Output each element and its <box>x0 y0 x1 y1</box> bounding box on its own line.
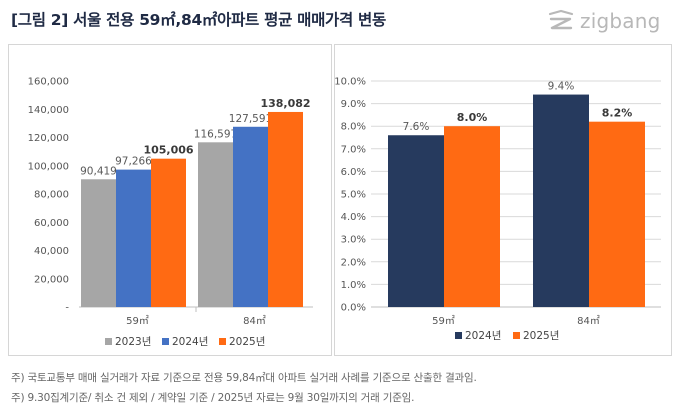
price-chart-panel: - 20,000 40,000 60,000 80,000 100,000 120,000 1… <box>8 44 332 356</box>
bar-59㎡-2023년 <box>81 179 116 307</box>
y-tick-label: 80,000 <box>34 190 69 201</box>
x-category-label: 84㎡ <box>577 315 600 327</box>
bar-84㎡-2023년 <box>198 142 233 307</box>
change-rate-chart: 0.0% 1.0% 2.0% 3.0% 4.0% 5.0% 6.0% 7.0% 8.0% 9.0%… <box>335 77 661 342</box>
y-tick-label: 1.0% <box>341 280 366 291</box>
footnote-criteria: 주) 9.30집계기준/ 취소 건 제외 / 계약일 기준 / 2025년 자료… <box>11 392 415 404</box>
x-category-label: 59㎡ <box>432 315 455 327</box>
y-tick-label: 4.0% <box>341 212 366 223</box>
bar-84㎡-2024년 <box>533 94 589 307</box>
price-chart: - 20,000 40,000 60,000 80,000 100,000 120,000 1… <box>28 77 313 348</box>
footnote-source: 주) 국토교통부 매매 실거래가 자료 기준으로 전용 59,84㎡대 아파트 … <box>11 372 477 384</box>
y-tick-label: 20,000 <box>34 274 69 285</box>
legend-swatch <box>105 338 112 345</box>
legend-label: 2023년 <box>115 336 151 348</box>
brand-name: zigbang <box>580 9 661 33</box>
data-label: 9.4% <box>548 81 575 93</box>
zigbang-logo-icon <box>548 9 574 30</box>
y-tick-label: 140,000 <box>28 105 69 116</box>
y-tick-label: 7.0% <box>341 144 366 155</box>
y-tick-label: 9.0% <box>341 99 366 110</box>
data-label: 8.0% <box>457 111 488 124</box>
legend-swatch <box>219 338 226 345</box>
legend-swatch <box>455 332 462 339</box>
legend-swatch <box>513 332 520 339</box>
y-tick-label: 6.0% <box>341 167 366 178</box>
bar-59㎡-2025년 <box>151 158 186 307</box>
data-label: 8.2% <box>602 107 633 120</box>
y-tick-label: 2.0% <box>341 257 366 268</box>
data-label: 97,266 <box>115 156 152 168</box>
brand-logo: zigbang <box>546 8 660 34</box>
bar-84㎡-2025년 <box>268 111 303 308</box>
y-tick-label: 5.0% <box>341 190 366 201</box>
legend-label: 2024년 <box>172 336 208 348</box>
legend-label: 2024년 <box>465 330 501 342</box>
y-tick-label: 10.0% <box>335 77 366 88</box>
data-label: 127,591 <box>229 113 272 125</box>
x-category-label: 84㎡ <box>243 315 266 327</box>
data-label: 138,082 <box>260 97 310 110</box>
y-tick-label: 120,000 <box>28 133 69 144</box>
data-label: 105,006 <box>143 144 193 157</box>
bar-84㎡-2024년 <box>233 126 268 307</box>
data-label: 90,419 <box>80 165 117 177</box>
y-tick-label: 0.0% <box>341 303 366 314</box>
bar-59㎡-2024년 <box>116 169 151 307</box>
y-tick-label: 60,000 <box>34 218 69 229</box>
y-tick-label: 40,000 <box>34 246 69 257</box>
change-rate-chart-panel: 0.0% 1.0% 2.0% 3.0% 4.0% 5.0% 6.0% 7.0% 8.0% 9.0%… <box>334 44 672 356</box>
data-label: 116,597 <box>194 128 237 140</box>
y-tick-label: - <box>65 303 69 314</box>
y-tick-label: 8.0% <box>341 122 366 133</box>
y-tick-label: 100,000 <box>28 161 69 172</box>
bar-59㎡-2025년 <box>444 126 500 307</box>
bar-84㎡-2025년 <box>589 121 645 308</box>
page-title: [그림 2] 서울 전용 59㎡,84㎡아파트 평균 매매가격 변동 <box>11 11 386 29</box>
data-label: 7.6% <box>403 121 430 133</box>
x-category-label: 59㎡ <box>126 315 149 327</box>
legend-swatch <box>162 338 169 345</box>
bar-59㎡-2024년 <box>388 135 444 307</box>
legend-label: 2025년 <box>229 336 265 348</box>
y-tick-label: 160,000 <box>28 77 69 88</box>
y-tick-label: 3.0% <box>341 235 366 246</box>
legend-label: 2025년 <box>523 330 559 342</box>
